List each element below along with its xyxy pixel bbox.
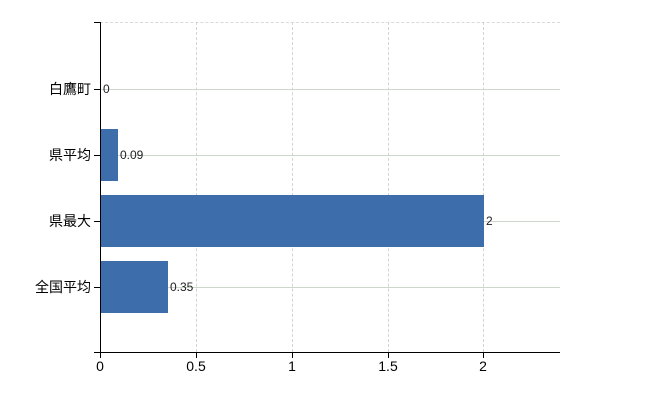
x-tick-label: 0 <box>96 358 104 374</box>
y-tick <box>94 221 100 222</box>
x-tick <box>196 353 197 358</box>
value-label: 0 <box>103 82 110 96</box>
gridline-v <box>483 22 484 352</box>
category-label: 白鷹町 <box>49 81 91 97</box>
y-tick <box>94 155 100 156</box>
y-tick <box>94 287 100 288</box>
x-tick <box>483 353 484 358</box>
gridline-h <box>100 89 560 90</box>
category-label: 県平均 <box>49 147 91 163</box>
gridline-h <box>100 287 560 288</box>
bar <box>101 129 118 181</box>
category-label: 全国平均 <box>35 279 91 295</box>
x-tick-label: 2 <box>479 358 487 374</box>
value-label: 0.35 <box>170 280 194 294</box>
plot-top-border <box>100 22 560 23</box>
gridline-v <box>292 22 293 352</box>
value-label: 2 <box>486 214 493 228</box>
bar <box>101 261 168 313</box>
x-tick <box>292 353 293 358</box>
y-tick <box>94 22 100 23</box>
category-label: 県最大 <box>49 213 91 229</box>
x-tick-label: 1.5 <box>378 358 398 374</box>
gridline-v <box>388 22 389 352</box>
bar <box>101 195 484 247</box>
gridline-v <box>196 22 197 352</box>
value-label: 0.09 <box>120 148 144 162</box>
y-axis-line <box>100 22 101 352</box>
x-axis-line <box>94 352 560 353</box>
x-tick-label: 0.5 <box>186 358 206 374</box>
x-tick-label: 1 <box>288 358 296 374</box>
gridline-h <box>100 155 560 156</box>
x-tick <box>388 353 389 358</box>
y-tick <box>94 89 100 90</box>
x-tick <box>100 353 101 358</box>
